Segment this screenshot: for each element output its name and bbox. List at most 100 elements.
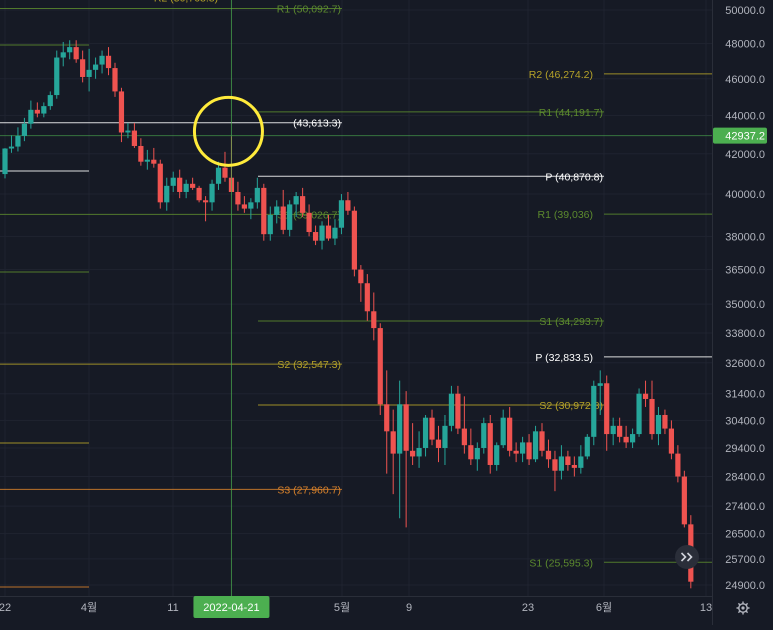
candle-body (364, 283, 370, 312)
candle-body (241, 204, 247, 209)
candle-body (261, 187, 267, 235)
candle-body (558, 456, 565, 471)
pivot-label: R1 (44,191.7) (539, 107, 603, 119)
candle-body (649, 398, 655, 435)
price-tick-label: 24900.0 (725, 580, 765, 592)
candle-body (131, 130, 137, 146)
scroll-button-bg[interactable] (675, 545, 699, 569)
candle-body (416, 447, 422, 457)
gear-icon-ring (738, 603, 748, 613)
price-tick-label: 31400.0 (725, 389, 765, 401)
time-tick-label: 11 (167, 602, 178, 614)
candle-body (118, 91, 125, 133)
candle-body (54, 57, 60, 96)
candle-body (60, 52, 66, 58)
pivot-label: S1 (25,595.3) (529, 557, 593, 569)
candle-body (144, 159, 150, 162)
price-tick-label: 40000.0 (725, 189, 765, 201)
candle-body (8, 146, 15, 149)
candle-body (623, 436, 629, 443)
price-tick-label: 38000.0 (725, 231, 765, 243)
candle-body (410, 450, 416, 457)
candle-body (403, 404, 409, 451)
candle-body (300, 196, 306, 213)
crosshair: 2022-04-21 (193, 0, 270, 618)
candle-body (539, 431, 545, 451)
pivot-label: S2 (30,972.8) (539, 400, 603, 412)
candle-body (209, 183, 215, 203)
candle-body (312, 232, 319, 241)
vertical-gridlines (4, 0, 707, 596)
time-tick-label: 9 (406, 602, 412, 614)
candle-body (662, 414, 668, 429)
pivot-label: R2 (50,768.8) (154, 0, 218, 4)
candle-body (487, 423, 493, 465)
candle-body (86, 69, 92, 77)
candle-body (675, 453, 681, 477)
pivot-label: P (40,870.8) (545, 171, 603, 183)
candle-body (565, 456, 571, 465)
candle-body (578, 456, 584, 468)
candle-body (157, 163, 163, 203)
candle-body (28, 109, 34, 124)
candle-body (196, 187, 202, 201)
candle-body (215, 167, 222, 184)
pivot-label: R2 (46,274.2) (529, 69, 593, 81)
candle-body (338, 200, 345, 228)
candle-body (99, 55, 105, 65)
time-tick-label: 13 (700, 602, 712, 614)
candle-body (125, 130, 131, 133)
candle-body (545, 450, 552, 460)
candle-body (584, 436, 590, 457)
double-chevron-right-icon (680, 552, 693, 562)
candle-body (377, 328, 383, 405)
candle-body (274, 206, 280, 215)
gear-icon-hub (741, 606, 745, 610)
candle-body (435, 439, 442, 448)
candle-body (183, 183, 189, 192)
scroll-to-realtime-button[interactable] (675, 545, 699, 569)
candle-body (629, 434, 636, 443)
candle-body (591, 385, 597, 437)
price-tick-label: 36500.0 (725, 265, 765, 277)
last-price-label: 42937.2 (725, 131, 765, 143)
candle-body (41, 106, 47, 114)
candle-body (429, 417, 435, 440)
pivot-label: R1 (50,092.7) (277, 3, 341, 15)
candle-body (92, 64, 99, 70)
settings-gear-icon[interactable] (736, 601, 750, 615)
price-tick-label: 35000.0 (725, 299, 765, 311)
price-axis[interactable]: 50000.0 48000.0 46000.0 44000.0 42000.0 40000… (725, 5, 765, 592)
last-price-marker: 42937.2 (713, 127, 767, 144)
highlight-circle (192, 95, 264, 167)
candle-body (248, 202, 254, 209)
price-tick-label: 44000.0 (725, 110, 765, 122)
candle-body (254, 187, 260, 203)
candle-body (177, 177, 183, 192)
candle-body (552, 459, 558, 471)
candle-body (325, 225, 332, 239)
candle-body (80, 59, 86, 77)
candle-body (610, 425, 616, 435)
price-tick-label: 27400.0 (725, 501, 765, 513)
candle-body (358, 269, 364, 284)
pivot-point-levels: R1 (50,092.7) R2 (50,768.8) (43,613.3) S1 (… (0, 0, 712, 588)
candle-body (571, 464, 577, 468)
candle-body (112, 68, 118, 92)
candle-body (21, 123, 28, 136)
price-tick-label: 32600.0 (725, 358, 765, 370)
candle-body (190, 183, 196, 188)
pivot-label: S2 (32,547.3) (277, 359, 341, 371)
price-tick-label: 29400.0 (725, 443, 765, 455)
price-tick-label: 30400.0 (725, 415, 765, 427)
candle-body (604, 383, 610, 435)
candle-body (500, 417, 506, 446)
time-axis[interactable]: 22 4월 11 5월 9 23 6월 13 (0, 601, 712, 614)
time-tick-label: 5월 (334, 601, 350, 614)
time-tick-label: 23 (522, 602, 534, 614)
candle-body (507, 417, 513, 451)
price-tick-label: 26500.0 (725, 529, 765, 541)
candle-body (306, 212, 312, 233)
